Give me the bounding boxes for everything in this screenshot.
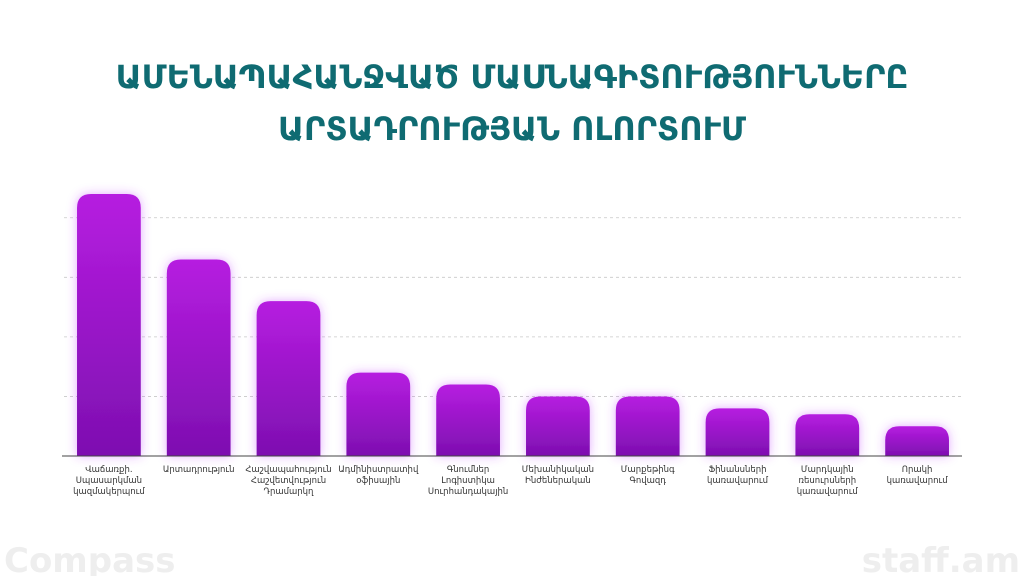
logo: staff.am (862, 541, 1020, 576)
x-tick-label: Մարքեթինգ (621, 465, 675, 475)
x-tick-label: կառավարում (797, 487, 859, 497)
x-tick-label: Դրամարկղ (264, 487, 315, 497)
x-tick-label: Գովազդ (629, 476, 666, 486)
logo: Compass (4, 541, 176, 576)
x-tick-label: Հաշվետվություն (251, 476, 326, 486)
bar (256, 301, 321, 456)
x-tick-label: կառավարում (887, 476, 949, 486)
x-tick-label: Ֆինանսների (708, 465, 766, 475)
x-tick-label: կառավարում (707, 476, 769, 486)
x-tick-label: Արտադրություն (163, 465, 235, 475)
bar (526, 396, 590, 456)
x-tick-label: Սուրհանդակային (428, 487, 508, 497)
x-tick-label: Վաճառքի. (85, 465, 132, 475)
bar (166, 259, 231, 456)
x-tick-label: Ադմինիստրատիվ (338, 465, 419, 475)
chart-title: ԱՐՏԱԴՐՈՒԹՅԱՆ ՈԼՈՐՏՈՒՄ (278, 110, 746, 148)
x-tick-label: Ինժեներական (525, 476, 591, 486)
x-tick-label: Հաշվապահություն (245, 465, 331, 475)
bar (795, 414, 860, 456)
bar (436, 384, 500, 456)
x-tick-label: Սպասարկման (76, 476, 142, 486)
x-tick-label: Լոգիստիկա (441, 476, 495, 486)
bar (77, 193, 141, 456)
x-tick-label: Գնումներ (447, 465, 489, 475)
x-tick-label: օֆիսային (356, 476, 400, 486)
x-tick-label: Որակի (902, 465, 933, 475)
bar (705, 408, 770, 456)
bar (346, 372, 411, 456)
bar (615, 396, 680, 456)
chart-title: ԱՄԵՆԱՊԱՀԱՆՋՎԱԾ ՄԱՍՆԱԳԻՏՈՒԹՅՈՒՆՆԵՐԸ (116, 58, 909, 96)
x-tick-label: Մեխանիկական (522, 465, 594, 475)
x-tick-label: կազմակերպում (73, 487, 145, 497)
x-tick-label: Մարդկային (801, 465, 854, 475)
x-tick-label: ռեսուրսների (798, 476, 856, 486)
bar (885, 426, 949, 456)
